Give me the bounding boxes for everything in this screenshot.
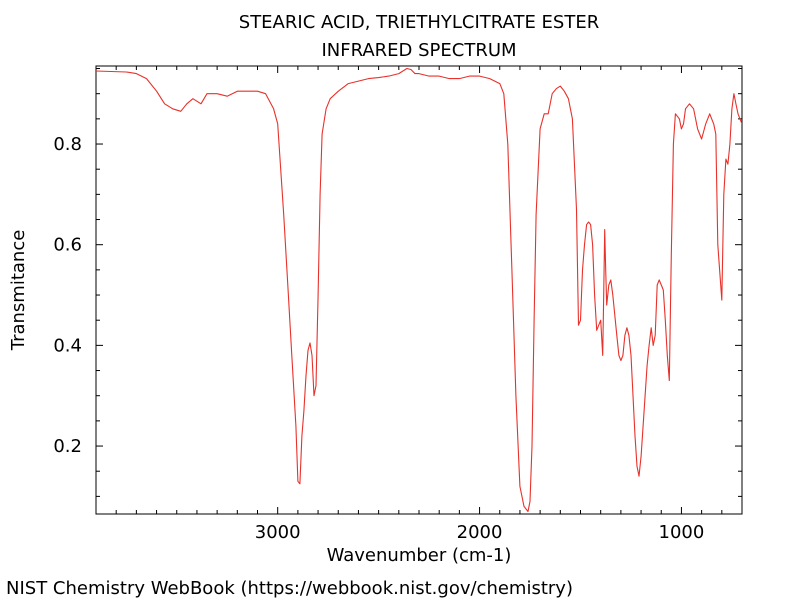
plot-area <box>95 65 743 515</box>
x-tick-label: 1000 <box>659 522 705 543</box>
y-axis-label: Transmitance <box>8 230 29 352</box>
y-tick-label: 0.6 <box>53 235 82 256</box>
series-layer <box>96 67 742 513</box>
x-tick-label: 2000 <box>457 522 503 543</box>
x-axis: 3000 2000 1000 <box>115 66 723 543</box>
chart-title: STEARIC ACID, TRIETHYLCITRATE ESTER <box>239 12 599 33</box>
chart-subtitle: INFRARED SPECTRUM <box>321 40 516 61</box>
y-axis: 0.2 0.4 0.6 0.8 <box>53 68 742 497</box>
y-tick-label: 0.2 <box>53 436 82 457</box>
source-credit: NIST Chemistry WebBook (https://webbook.… <box>6 578 573 599</box>
y-tick-label: 0.4 <box>53 335 82 356</box>
y-tick-label: 0.8 <box>53 134 82 155</box>
spectrum-line <box>96 67 742 513</box>
x-axis-label: Wavenumber (cm-1) <box>327 545 512 566</box>
x-tick-label: 3000 <box>255 522 301 543</box>
